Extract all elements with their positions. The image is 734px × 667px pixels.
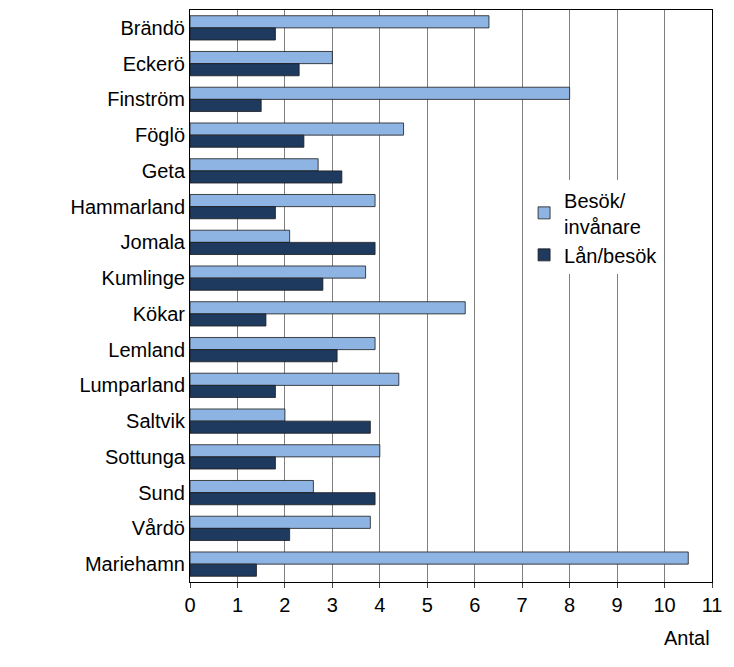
svg-text:8: 8 [564, 594, 575, 616]
svg-text:Föglö: Föglö [135, 124, 185, 146]
svg-text:Besök/invånare: Besök/invånare [564, 190, 641, 238]
svg-text:11: 11 [702, 594, 723, 616]
svg-text:Eckerö: Eckerö [123, 53, 185, 75]
svg-text:6: 6 [469, 594, 480, 616]
svg-text:4: 4 [374, 594, 385, 616]
svg-text:1: 1 [232, 594, 243, 616]
svg-text:10: 10 [653, 594, 675, 616]
svg-text:Hammarland: Hammarland [71, 196, 185, 218]
svg-text:Sund: Sund [138, 482, 185, 504]
svg-text:9: 9 [612, 594, 623, 616]
svg-text:Lån/besök: Lån/besök [564, 245, 657, 267]
svg-text:5: 5 [422, 594, 433, 616]
svg-text:Saltvik: Saltvik [126, 410, 186, 432]
svg-text:Kökar: Kökar [133, 303, 186, 325]
svg-text:Sottunga: Sottunga [105, 446, 186, 468]
svg-text:Brändö: Brändö [121, 17, 186, 39]
svg-text:Antal: Antal [664, 627, 710, 649]
svg-text:Geta: Geta [142, 160, 186, 182]
svg-text:Lumparland: Lumparland [79, 374, 185, 396]
svg-text:Kumlinge: Kumlinge [102, 267, 185, 289]
svg-text:2: 2 [279, 594, 290, 616]
svg-text:Mariehamn: Mariehamn [85, 553, 185, 575]
svg-text:Lemland: Lemland [108, 339, 185, 361]
svg-text:7: 7 [517, 594, 528, 616]
svg-text:0: 0 [184, 594, 195, 616]
svg-text:Jomala: Jomala [121, 231, 186, 253]
svg-text:Finström: Finström [107, 88, 185, 110]
svg-text:Vårdö: Vårdö [132, 517, 185, 539]
svg-text:3: 3 [327, 594, 338, 616]
